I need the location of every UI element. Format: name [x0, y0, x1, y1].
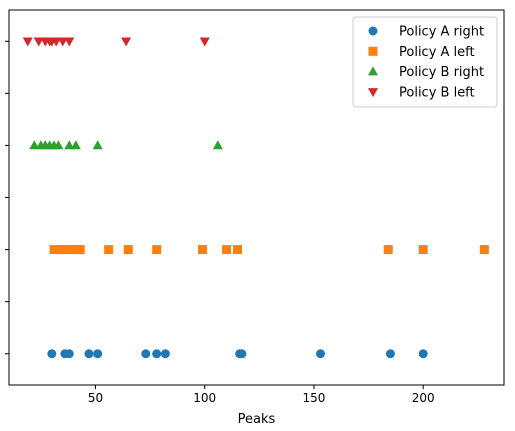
- data-point: [418, 349, 428, 359]
- data-point: [57, 37, 68, 47]
- data-point: [222, 245, 232, 255]
- data-marks: [22, 37, 489, 359]
- data-point: [198, 245, 208, 255]
- x-tick-label: 150: [302, 391, 325, 405]
- legend: Policy A right Policy A left Policy B righ…: [352, 16, 498, 108]
- data-point: [70, 140, 81, 150]
- data-point: [92, 140, 103, 150]
- data-point: [93, 349, 103, 359]
- data-point: [47, 349, 57, 359]
- legend-marker: [368, 26, 378, 36]
- series-2: [49, 245, 489, 255]
- data-point: [64, 140, 75, 150]
- data-point: [383, 245, 393, 255]
- data-point: [22, 37, 33, 47]
- x-axis-ticks: 50 100 150 200: [88, 385, 435, 405]
- data-point: [49, 245, 59, 255]
- legend-item: Policy B right: [368, 65, 484, 80]
- data-point: [64, 37, 75, 47]
- series-4: [22, 37, 210, 47]
- series-1: [47, 349, 428, 359]
- data-point: [160, 349, 170, 359]
- series-3: [29, 140, 223, 150]
- data-point: [51, 37, 62, 47]
- legend-item: Policy A right: [368, 25, 484, 40]
- data-point: [212, 140, 223, 150]
- legend-marker: [368, 46, 378, 56]
- data-point: [237, 349, 247, 359]
- data-point: [104, 245, 114, 255]
- data-point: [152, 349, 162, 359]
- legend-marker: [368, 66, 378, 76]
- legend-item: Policy A left: [368, 45, 475, 60]
- legend-box: [352, 16, 498, 108]
- data-point: [60, 245, 70, 255]
- x-tick-label: 100: [193, 391, 216, 405]
- y-axis-ticks: [5, 40, 9, 355]
- legend-label: Policy A left: [399, 45, 475, 60]
- data-point: [64, 349, 74, 359]
- data-point: [479, 245, 489, 255]
- legend-label: Policy B left: [399, 85, 475, 100]
- data-point: [123, 245, 133, 255]
- data-point: [418, 245, 428, 255]
- x-axis-label: Peaks: [238, 412, 276, 427]
- data-point: [199, 37, 210, 47]
- data-point: [53, 140, 64, 150]
- data-point: [385, 349, 395, 359]
- data-point: [75, 245, 85, 255]
- data-point: [84, 349, 94, 359]
- legend-label: Policy B right: [399, 65, 484, 80]
- data-point: [33, 37, 44, 47]
- data-point: [152, 245, 162, 255]
- data-point: [29, 140, 40, 150]
- data-point: [316, 349, 326, 359]
- x-tick-label: 200: [412, 391, 435, 405]
- legend-marker: [368, 88, 378, 98]
- legend-item: Policy B left: [368, 85, 475, 100]
- data-point: [232, 245, 242, 255]
- x-tick-label: 50: [88, 391, 103, 405]
- data-point: [141, 349, 151, 359]
- legend-label: Policy A right: [399, 25, 484, 40]
- data-point: [121, 37, 132, 47]
